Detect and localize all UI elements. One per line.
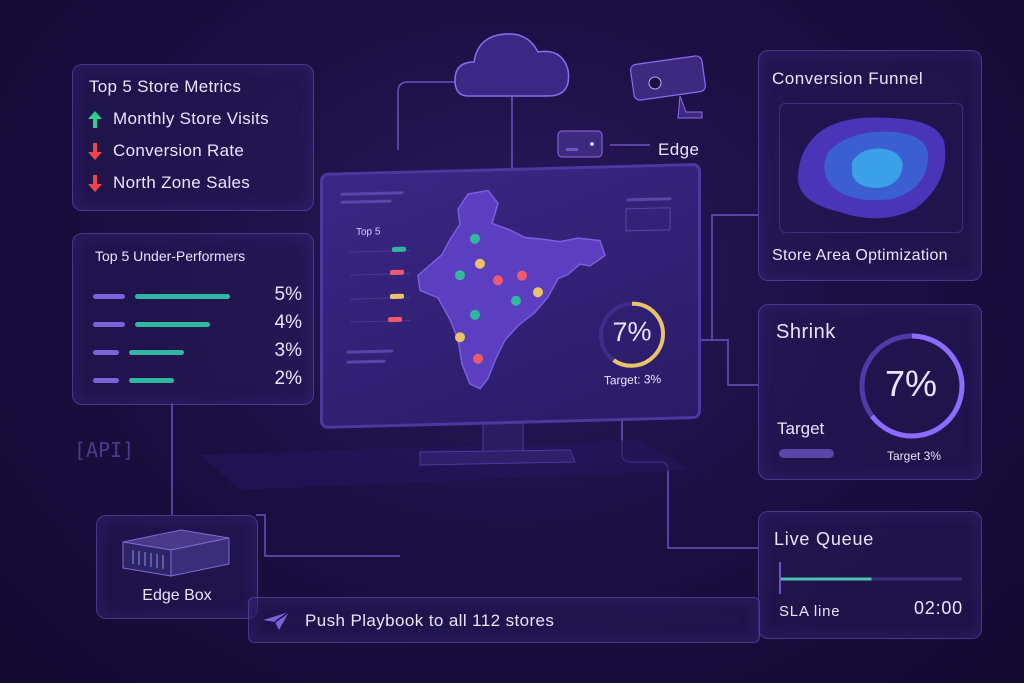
queue-progress [779, 562, 962, 594]
underperformer-row[interactable]: 5% [93, 284, 302, 306]
push-label: Push Playbook to all 112 stores [305, 611, 555, 630]
bar-fill [129, 378, 174, 383]
arrow-down-icon [88, 175, 102, 192]
gauge-percent: 7% [884, 363, 938, 404]
target-value: Target 3% [886, 449, 942, 463]
bar-base [93, 378, 119, 383]
underperformer-row[interactable]: 3% [93, 340, 302, 362]
metric-label: Monthly Store Visits [113, 109, 269, 128]
metric-item[interactable]: Monthly Store Visits [87, 109, 269, 129]
underperformer-row[interactable]: 4% [93, 312, 302, 334]
panel-title: Live Queue [774, 529, 875, 549]
store-metrics-panel: Top 5 Store Metrics Monthly Store Visits… [72, 64, 314, 211]
metric-label: Conversion Rate [113, 141, 245, 160]
camera-icon [630, 55, 706, 119]
edge-box-label: Edge Box [142, 587, 212, 604]
panel-subtitle: Store Area Optimization [772, 247, 948, 264]
arrow-down-icon [88, 143, 102, 160]
screen-graphics [340, 189, 672, 390]
target-bar [779, 449, 834, 458]
panel-title: Conversion Funnel [772, 69, 924, 88]
underperformer-row[interactable]: 2% [93, 368, 302, 390]
india-map [417, 189, 606, 390]
edge-box-panel[interactable]: Edge Box [96, 515, 258, 619]
target-label: Target [777, 419, 825, 438]
arrow-up-icon [88, 111, 102, 128]
live-queue-panel[interactable]: Live Queue SLA line 02:00 [758, 511, 982, 639]
panel-title: Top 5 Under-Performers [95, 248, 246, 264]
api-label: [API] [74, 438, 135, 462]
percent-value: 3% [274, 340, 302, 361]
conversion-funnel-panel[interactable]: Conversion Funnel Store Area Optimizatio… [758, 50, 982, 281]
shrink-panel[interactable]: Shrink 7% Target Target 3% [758, 304, 982, 480]
bar-fill [135, 294, 230, 299]
edge-box-icon [122, 529, 230, 577]
metric-item[interactable]: North Zone Sales [87, 173, 250, 193]
percent-value: 2% [274, 368, 302, 389]
bar-base [93, 322, 125, 327]
gauge-target: Target: 3% [603, 371, 662, 388]
gauge-percent: 7% [612, 316, 652, 348]
panel-title: Top 5 Store Metrics [89, 77, 242, 96]
bar-fill [135, 322, 210, 327]
panel-title: Shrink [776, 321, 836, 343]
edge-device-icon [557, 130, 603, 158]
ring-progress [599, 301, 665, 368]
metric-item[interactable]: Conversion Rate [87, 141, 244, 161]
send-icon [263, 611, 290, 630]
bar-base [93, 350, 119, 355]
metric-label: North Zone Sales [113, 173, 251, 192]
heatmap-graphic [797, 117, 946, 219]
sla-label: SLA line [779, 603, 841, 620]
bar-fill [129, 350, 184, 355]
push-playbook-button[interactable]: Push Playbook to all 112 stores [248, 597, 760, 643]
underperformers-panel: Top 5 Under-Performers 5% 4% 3% 2% [72, 233, 314, 405]
percent-value: 5% [274, 284, 302, 305]
queue-time: 02:00 [913, 598, 963, 618]
bar-base [93, 294, 125, 299]
edge-label: Edge [658, 140, 700, 159]
percent-value: 4% [274, 312, 302, 333]
cloud-icon [454, 33, 570, 97]
heatmap-area [779, 103, 963, 233]
shrink-gauge [859, 333, 965, 439]
dashboard-monitor[interactable]: Top 5 7% Target: 3% [320, 162, 701, 429]
top5-label: Top 5 [356, 226, 381, 238]
map-pins [455, 233, 543, 364]
